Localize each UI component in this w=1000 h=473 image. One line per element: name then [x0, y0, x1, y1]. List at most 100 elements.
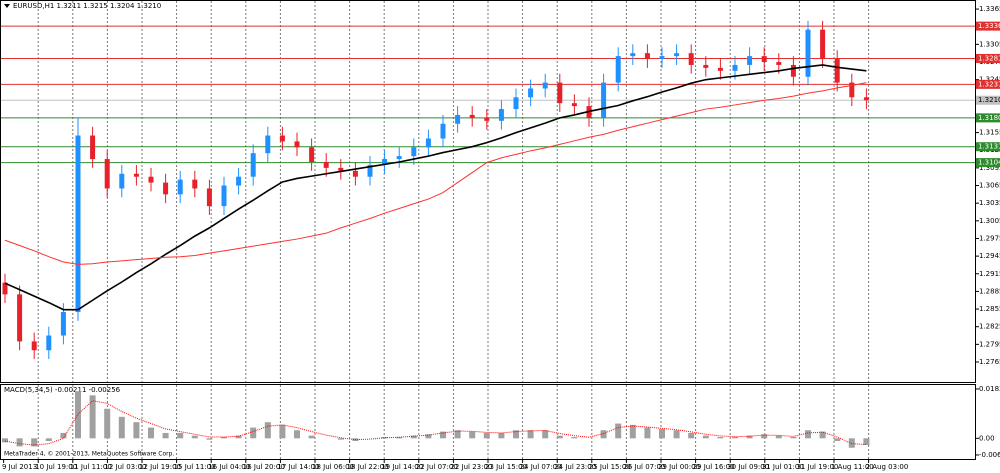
macd-bar [717, 436, 724, 439]
candle-body [469, 114, 475, 118]
x-tick-label: 30 Jul 09:00 [727, 463, 769, 471]
x-tick-label: 10 Jul 19:00 [35, 463, 77, 471]
macd-bar [746, 435, 753, 439]
macd-bar [118, 416, 125, 439]
x-tick-label: 29 Jul 16:00 [693, 463, 735, 471]
signal-line [4, 400, 867, 446]
macd-bar [235, 435, 242, 439]
macd-bar [863, 438, 870, 446]
y-tick-label: 1.3305 [979, 40, 1000, 48]
candle-body [571, 103, 577, 107]
x-tick-label: 24 Jul 07:00 [520, 463, 562, 471]
x-tick-label: 17 Jul 14:00 [277, 463, 319, 471]
candle-body [761, 56, 767, 62]
candle-body [60, 312, 66, 336]
y-tick-label: 1.2765 [979, 358, 1000, 366]
candle-body [542, 82, 548, 89]
candle-body [2, 282, 8, 295]
candle-body [177, 179, 183, 195]
resistance-tag [976, 53, 1000, 63]
macd-bar [454, 430, 461, 439]
x-tick-label: 31 Jul 01:00 [762, 463, 804, 471]
y-tick-label: 0.01836 [979, 385, 1000, 393]
candle-body [557, 82, 563, 104]
candle-body [498, 109, 504, 121]
x-tick-label: 1 Aug 11:00 [831, 463, 874, 471]
macd-bar [483, 432, 490, 439]
macd-bar [688, 432, 695, 439]
macd-bar [45, 438, 52, 442]
candle-body [46, 335, 52, 351]
candle-body [119, 173, 125, 189]
candle-body [265, 135, 271, 154]
macd-bar [294, 430, 300, 439]
candle-body [31, 341, 37, 351]
candle-body [659, 56, 665, 60]
macd-bar [308, 435, 315, 439]
candle-body [323, 162, 329, 168]
macd-bar [469, 431, 476, 439]
x-tick-label: 11 Jul 11:00 [70, 463, 112, 471]
candle-body [615, 56, 621, 83]
candle-body [805, 29, 811, 77]
x-tick-label: 19 Jul 14:00 [381, 463, 423, 471]
candle-body [484, 117, 490, 121]
candle-body [163, 182, 169, 195]
support-label: 1.3104 [978, 159, 1000, 167]
x-tick-label: 15 Jul 11:00 [174, 463, 216, 471]
current-price-label: 1.3210 [978, 96, 1000, 104]
y-tick-label: 1.3065 [979, 182, 1000, 190]
macd-bar [177, 432, 184, 439]
y-tick-label: 1.2855 [979, 305, 1000, 313]
macd-bar [440, 431, 446, 439]
y-tick-label: 1.3245 [979, 76, 1000, 84]
macd-bar [819, 431, 826, 439]
candle-body [747, 56, 753, 65]
x-tick-label: 12 Jul 19:00 [139, 463, 181, 471]
chart-title: EURUSD,H1 1.3211 1.3215 1.3204 1.3210 [13, 2, 161, 10]
candle-body [352, 170, 358, 177]
watermark: MetaTrader 4, © 2001-2013, MetaQuotes So… [4, 451, 174, 458]
candle-body [688, 53, 694, 65]
candle-body [703, 64, 709, 68]
candle-body [17, 294, 23, 342]
candle-body [630, 53, 636, 57]
candle-body [104, 159, 110, 189]
macd-bar [133, 422, 140, 439]
candle-body [236, 176, 242, 186]
macd-bar [775, 435, 782, 439]
macd-bar [600, 430, 607, 439]
candle-body [250, 153, 256, 177]
x-tick-label: 18 Jul 06:00 [312, 463, 354, 471]
candle-body [411, 147, 417, 157]
macd-bar [75, 391, 81, 439]
macd-bar [89, 395, 96, 439]
y-tick-label: 1.2915 [979, 270, 1000, 278]
menu-arrow[interactable] [4, 4, 10, 8]
y-tick-label: 0.00 [979, 434, 995, 442]
candle-body [294, 141, 300, 148]
candle-body [834, 59, 840, 83]
moving-average [4, 64, 867, 311]
x-tick-label: 2 Aug 03:00 [866, 463, 909, 471]
moving-average [4, 82, 867, 265]
x-tick-label: 25 Jul 15:00 [589, 463, 631, 471]
candle-body [279, 135, 285, 142]
macd-bar [221, 436, 227, 439]
candle-body [644, 53, 650, 60]
y-tick-label: 1.3095 [979, 164, 1000, 172]
macd-bar [629, 424, 636, 439]
y-tick-label: 1.3365 [979, 5, 1000, 13]
y-tick-label: 1.2825 [979, 323, 1000, 331]
macd-bar [104, 408, 111, 439]
candle-body [732, 64, 738, 71]
macd-bar [31, 438, 38, 447]
x-tick-label: 22 Jul 07:00 [416, 463, 458, 471]
candle-body [309, 147, 315, 162]
macd-bar [2, 438, 8, 443]
support-tag [976, 142, 1000, 152]
macd-bar [279, 424, 286, 439]
